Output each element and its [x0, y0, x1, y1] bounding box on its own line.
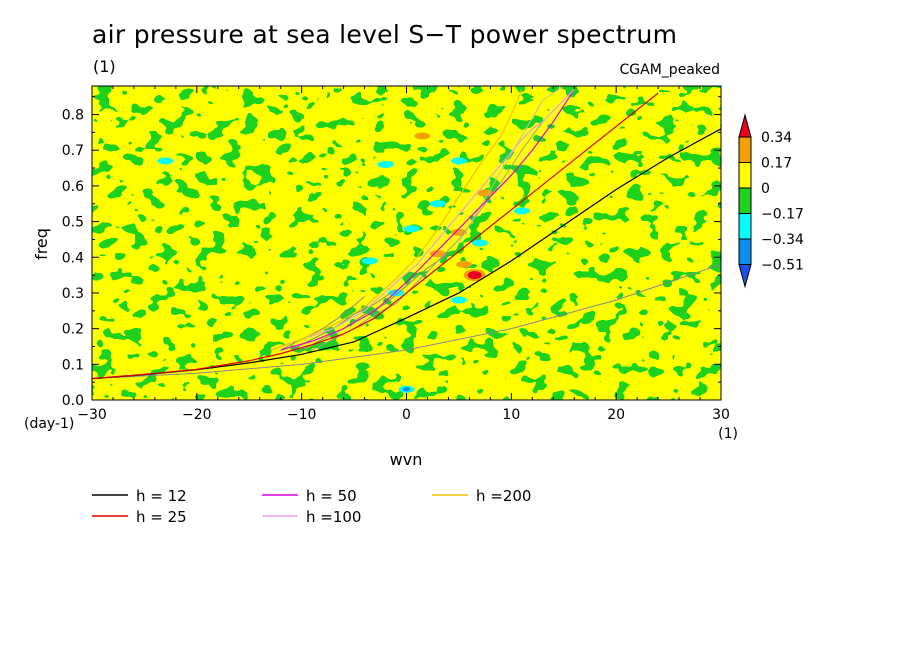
colorbar-segment-3 [738, 187, 752, 214]
x-tick-label: −20 [182, 407, 212, 423]
x-tick-label: −30 [77, 407, 107, 423]
x-axis-label: wvn [390, 450, 423, 469]
chart-subtitle: (1) [93, 57, 116, 76]
y-tick-label: 0.0 [62, 393, 84, 409]
grey-curve-4 [458, 86, 565, 244]
grey-curves [92, 86, 721, 380]
colorbar-label: 0 [761, 181, 770, 197]
series-line-h3 [280, 89, 575, 351]
colorbar-label: 0.34 [761, 130, 792, 146]
field-patch-9 [471, 239, 488, 247]
y-tick-label: 0.4 [62, 250, 84, 266]
y-axis-label: freq [32, 228, 51, 260]
field-patch-17 [450, 296, 467, 304]
colorbar-top-arrow [738, 113, 752, 138]
field-patch-8 [403, 225, 420, 233]
colorbar-segment-5 [738, 238, 752, 265]
colorbar-segment-1 [738, 136, 752, 163]
x-tick-label: 20 [607, 407, 625, 423]
series-line-h2 [92, 92, 659, 380]
series-line-h4 [270, 89, 575, 351]
colorbar-segment-4 [738, 213, 752, 240]
legend-label: h = 25 [136, 508, 187, 526]
y-tick-label: 0.1 [62, 357, 84, 373]
field-patch-12 [157, 157, 174, 165]
grey-curve-2 [301, 253, 449, 351]
legend-label: h = 12 [136, 487, 187, 505]
colorbar-bottom-arrow [738, 264, 752, 289]
x-tick-label: 0 [402, 407, 411, 423]
y-tick-label: 0.7 [62, 143, 84, 159]
series-curves [92, 89, 721, 380]
y-tick-label: 0.8 [62, 108, 84, 124]
y-tick-label: 0.6 [62, 179, 84, 195]
field-patch-11 [377, 161, 394, 168]
legend-label: h =200 [476, 487, 531, 505]
field-patch-4 [414, 132, 431, 140]
x-tick-label: −10 [287, 407, 317, 423]
legend-label: h = 50 [306, 487, 357, 505]
x-tick-label: 30 [712, 407, 730, 423]
green-noise-field [92, 86, 721, 400]
colorbar-label: −0.17 [761, 207, 804, 223]
field-patch-16 [402, 387, 411, 392]
grey-curve-0 [280, 296, 365, 351]
field-patch-0 [467, 271, 482, 280]
field-patch-7 [429, 200, 446, 208]
x-tick-label: 10 [502, 407, 520, 423]
plot-area [92, 86, 721, 400]
chart-title: air pressure at sea level S−T power spec… [92, 20, 678, 49]
colorbar-label: −0.34 [761, 232, 804, 248]
field-patch-6 [450, 157, 467, 165]
legend-label: h =100 [306, 508, 361, 526]
model-label: CGAM_peaked [619, 62, 720, 78]
colorbar-segment-2 [738, 162, 752, 189]
colorbar: 0.34 0.17 0 −0.17 −0.34 −0.51 [738, 113, 804, 289]
field-patch-10 [361, 257, 378, 265]
y-tick-label: 0.2 [62, 322, 84, 338]
field-patch-13 [513, 207, 530, 215]
colorbar-label: 0.17 [761, 156, 792, 172]
grey-curve-5 [92, 263, 721, 380]
series-line-h5 [270, 89, 523, 351]
legend: h = 12 h = 25 h = 50 h =100 h =200 [92, 487, 531, 526]
field-patch-3 [429, 250, 446, 258]
y-unit-label: (day-1) [24, 416, 74, 432]
x-unit-label: (1) [718, 426, 738, 442]
y-tick-label: 0.5 [62, 215, 84, 231]
field-patch-5 [456, 260, 473, 268]
axes: −30 −20 −10 0 10 20 30 0.0 0.1 0.2 0.3 0.4 0.5 0.6 0.7… [62, 86, 730, 423]
colorbar-label: −0.51 [761, 258, 804, 274]
y-tick-label: 0.3 [62, 286, 84, 302]
grey-curve-1 [290, 288, 397, 351]
